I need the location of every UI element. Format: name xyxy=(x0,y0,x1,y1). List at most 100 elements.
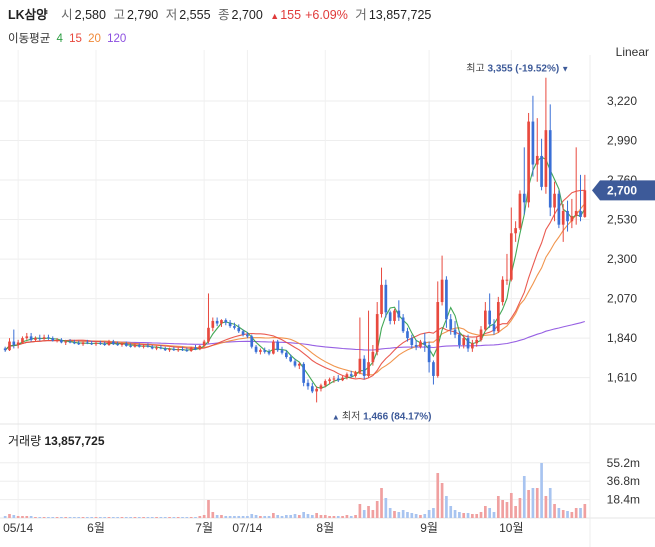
candle-body xyxy=(86,342,89,344)
candle-body xyxy=(34,338,37,340)
candle-body xyxy=(371,351,375,363)
candle-body xyxy=(466,338,470,349)
candle-body xyxy=(492,324,496,332)
candle-body xyxy=(427,345,431,363)
candle-body xyxy=(496,302,500,332)
candle-body xyxy=(29,336,33,340)
candle-body xyxy=(397,310,401,318)
volume-bar xyxy=(129,517,132,518)
change-percent: +6.09% xyxy=(305,8,348,22)
candle-body xyxy=(440,279,444,303)
candle-body xyxy=(8,341,11,351)
volume-bar xyxy=(315,513,318,518)
low-label: 저 xyxy=(165,8,178,22)
candle-body xyxy=(341,377,344,381)
candle-body xyxy=(570,216,574,222)
current-price-badge xyxy=(592,180,655,201)
volume-bar xyxy=(133,517,137,518)
candle-body xyxy=(319,385,323,389)
volume-bar xyxy=(237,516,241,518)
volume-bar xyxy=(488,508,492,518)
candle-body xyxy=(475,339,479,344)
candle-body xyxy=(401,317,405,332)
volume-bar xyxy=(207,500,210,518)
max-price-annotation: 최고 3,355 (-19.52%) xyxy=(466,63,559,75)
volume-bar xyxy=(371,510,375,518)
ma-line-20 xyxy=(4,203,586,376)
volume-bar xyxy=(449,506,453,518)
ma-period-4[interactable]: 4 xyxy=(56,33,63,45)
candle-body xyxy=(159,347,163,349)
volume-bar xyxy=(73,517,76,518)
x-tick-label: 10월 xyxy=(499,521,523,535)
volume-bar xyxy=(302,512,305,518)
candle-body xyxy=(220,320,223,324)
candle-body xyxy=(336,378,340,381)
ma-period-15[interactable]: 15 xyxy=(69,33,82,45)
volume-bar xyxy=(181,517,184,518)
min-label: 최저 xyxy=(342,410,363,422)
candle-body xyxy=(241,331,245,335)
volume-bar xyxy=(509,493,513,518)
candle-body xyxy=(375,314,379,352)
volume-bar xyxy=(289,515,293,518)
volume-bar xyxy=(445,496,448,518)
volume-bar xyxy=(362,510,366,518)
volume-bar xyxy=(423,514,427,518)
candle-body xyxy=(393,310,396,321)
volume-bar xyxy=(272,513,275,518)
candle-body xyxy=(60,339,63,343)
volume-bar xyxy=(254,515,258,518)
candle-body xyxy=(116,344,119,346)
volume-bar xyxy=(336,516,340,518)
volume-bar xyxy=(458,512,461,518)
candle-body xyxy=(120,343,124,345)
candle-body xyxy=(419,341,422,347)
candle-body xyxy=(254,346,258,352)
candle-body xyxy=(462,338,466,345)
volume-bar xyxy=(159,517,163,518)
scale-type-label[interactable]: Linear xyxy=(615,45,649,59)
x-tick-label: 05/14 xyxy=(3,521,33,535)
volume-bar xyxy=(107,517,111,518)
candle-body xyxy=(207,327,210,342)
volume-bar xyxy=(8,514,11,518)
volume-bar xyxy=(319,515,323,518)
volume-bar xyxy=(557,508,561,518)
candle-body xyxy=(211,320,215,328)
ma-line-15 xyxy=(4,189,585,380)
ma-period-20[interactable]: 20 xyxy=(88,33,101,45)
volume-bar xyxy=(94,517,98,518)
candle-body xyxy=(176,349,180,351)
candle-body xyxy=(345,374,349,378)
candle-body xyxy=(540,155,543,187)
volume-bar xyxy=(540,463,543,518)
candle-body xyxy=(142,345,145,347)
volume-bar xyxy=(293,514,297,518)
candle-body xyxy=(194,347,197,350)
volume-bar xyxy=(220,515,223,518)
volume-bar xyxy=(198,516,202,518)
candle-body xyxy=(583,190,587,217)
candle-body xyxy=(16,342,20,345)
volume-bar xyxy=(462,513,466,518)
max-marker-icon: ▼ xyxy=(561,65,569,74)
candle-body xyxy=(315,388,318,392)
candle-body xyxy=(224,320,228,323)
x-tick-label: 9월 xyxy=(420,521,438,535)
high-value: 2,790 xyxy=(126,8,159,22)
volume-bar xyxy=(276,515,280,518)
candle-body xyxy=(479,329,483,340)
candle-body xyxy=(280,350,284,353)
ma-period-120[interactable]: 120 xyxy=(107,33,127,45)
min-marker-icon: ▲ xyxy=(332,412,340,421)
candle-body xyxy=(90,343,94,345)
volume-bar xyxy=(483,506,487,518)
volume-bar xyxy=(3,516,7,518)
volume-bar xyxy=(146,517,150,518)
volume-bar xyxy=(496,496,500,518)
change-up-icon: ▲ xyxy=(270,11,280,21)
candle-body xyxy=(354,372,357,376)
candle-body xyxy=(250,336,254,347)
volume-bar xyxy=(466,513,470,518)
